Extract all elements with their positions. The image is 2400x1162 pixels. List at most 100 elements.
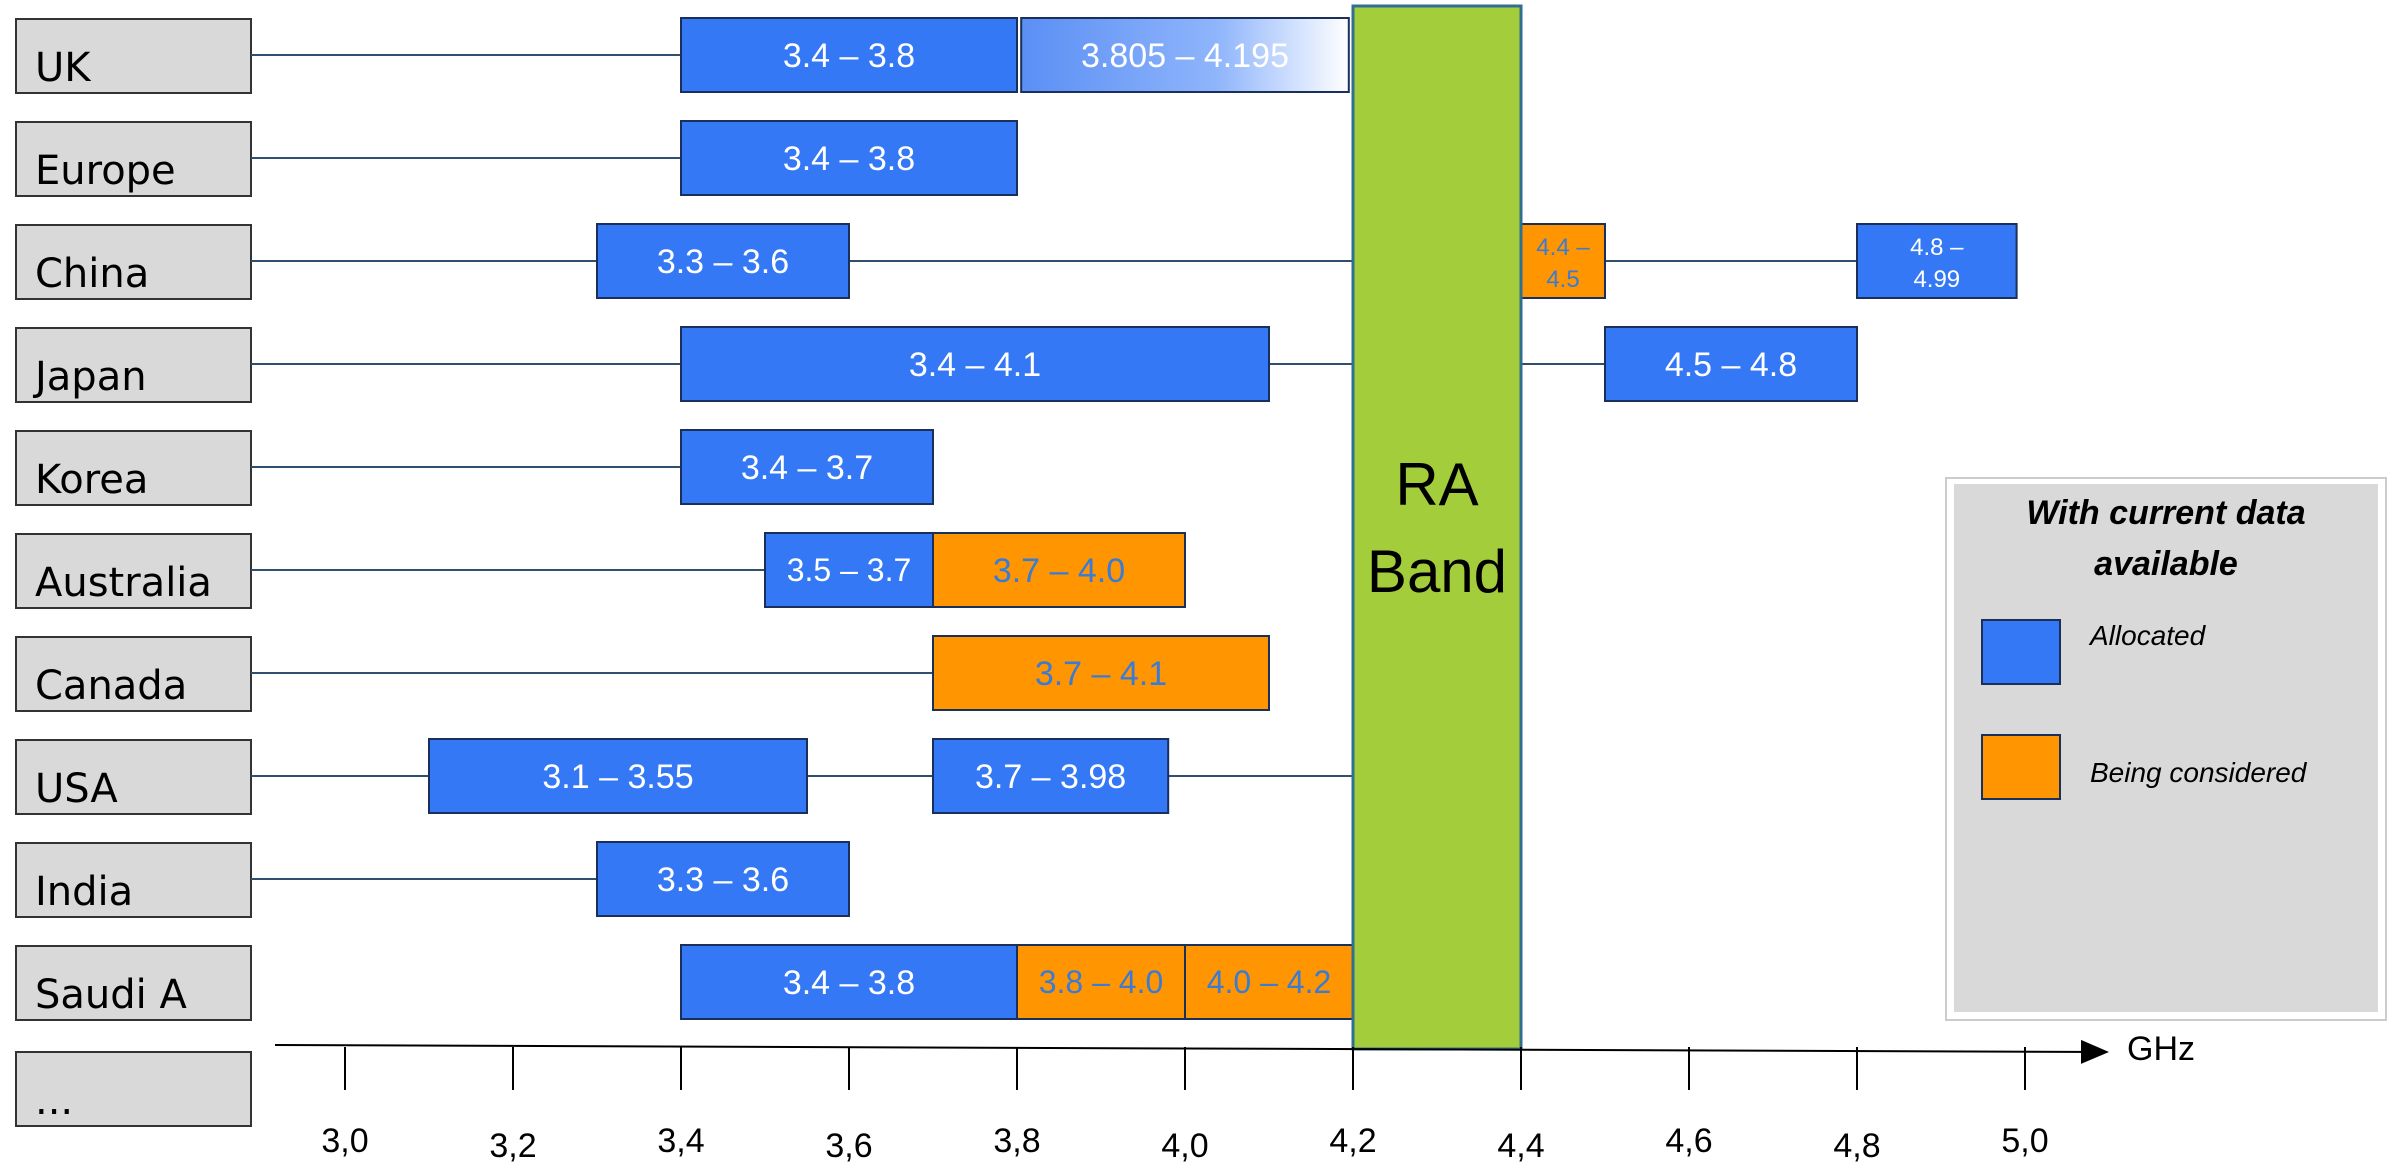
band-label: 3.4 – 4.1	[909, 346, 1041, 384]
band-label: 3.5 – 3.7	[787, 552, 912, 588]
x-tick-label: 3,4	[657, 1122, 704, 1160]
band-bar: 3.5 – 3.7	[764, 532, 934, 608]
x-tick-label: 4,2	[1329, 1122, 1376, 1160]
ra-band-group: RA Band	[1351, 4, 1523, 1051]
country-label: UK	[35, 45, 92, 91]
band-label: 3.4 – 3.8	[783, 964, 915, 1002]
band-label: 3.7 – 3.98	[975, 758, 1126, 796]
x-tick-label: 3,8	[993, 1122, 1040, 1160]
country-label: Saudi A	[35, 972, 187, 1018]
ra-band-label-line1: RA	[1395, 451, 1478, 518]
ra-band-rect	[1351, 4, 1523, 1051]
band-label-line: 4.4 –	[1536, 234, 1590, 261]
band-rect	[1520, 223, 1606, 299]
band-bar: 3.4 – 3.8	[680, 17, 1018, 93]
legend-title-line1: With current data	[2026, 494, 2305, 532]
x-tick-label: 4,0	[1161, 1127, 1208, 1162]
band-rect	[932, 738, 1170, 814]
row-more: ...	[15, 1051, 252, 1127]
country-label-box	[15, 18, 252, 94]
band-rect	[1604, 326, 1858, 402]
row-canada: Canada 3.7 – 4.1	[15, 635, 1270, 712]
country-label-box	[15, 1051, 252, 1127]
band-label-line: 4.99	[1913, 266, 1960, 293]
band-rect	[1184, 944, 1354, 1020]
band-rect	[764, 532, 934, 608]
x-axis-line	[274, 1039, 2109, 1064]
band-label: 4.0 – 4.2	[1207, 964, 1332, 1000]
legend-title-line2: available	[2094, 545, 2238, 583]
band-rect	[680, 17, 1018, 93]
country-label: Canada	[35, 663, 187, 709]
band-bar: 3.4 – 3.8	[680, 944, 1018, 1020]
band-rect	[680, 326, 1270, 402]
band-bar: 3.4 – 3.7	[680, 429, 934, 505]
x-tick-label: 4,8	[1833, 1127, 1880, 1162]
country-label: Korea	[35, 457, 148, 503]
legend-swatch-considered	[1981, 734, 2061, 800]
x-axis: 3,0 3,2 3,4 3,6 3,8 4,0 4,2 4,4 4,6 4,8 5,0 GHz	[274, 1030, 2195, 1162]
country-label: India	[35, 869, 133, 915]
row-uk: UK 3.4 – 3.8 3.805 – 4.195	[15, 17, 1350, 94]
row-europe: Europe 3.4 – 3.8	[15, 120, 1018, 197]
band-rect	[1856, 223, 2018, 299]
band-label: 3.4 – 3.7	[741, 449, 873, 487]
legend-label-considered: Being considered	[2090, 757, 2308, 788]
band-bar: 3.7 – 4.0	[932, 532, 1186, 608]
band-rect	[596, 223, 850, 299]
band-label: 3.8 – 4.0	[1039, 964, 1164, 1000]
band-rect	[1016, 944, 1186, 1020]
band-label: 4.5 – 4.8	[1665, 346, 1797, 384]
band-bar: 3.3 – 3.6	[596, 223, 850, 299]
country-label: Japan	[32, 354, 147, 400]
band-label-line: 4.5	[1546, 266, 1579, 293]
band-rect	[428, 738, 808, 814]
row-saudi-a: Saudi A 3.4 – 3.8 3.8 – 4.0 4.0 – 4.2	[15, 944, 1354, 1021]
row-japan: Japan 3.4 – 4.1 4.5 – 4.8	[15, 326, 1858, 403]
country-label-box	[15, 636, 252, 712]
band-rect	[680, 120, 1018, 196]
legend-label-allocated: Allocated	[2088, 620, 2207, 651]
band-bar: 3.805 – 4.195	[1020, 17, 1350, 93]
band-bar: 4.8 – 4.99	[1856, 223, 2018, 299]
band-rect	[932, 532, 1186, 608]
band-label: 3.7 – 4.0	[993, 552, 1125, 590]
band-bar: 3.7 – 3.98	[932, 738, 1170, 814]
band-bar: 3.1 – 3.55	[428, 738, 808, 814]
row-usa: USA 3.1 – 3.55 3.7 – 3.98	[15, 738, 1353, 815]
band-bar: 3.8 – 4.0	[1016, 944, 1186, 1020]
x-tick-label: 4,6	[1665, 1122, 1712, 1160]
band-bar: 3.7 – 4.1	[932, 635, 1270, 711]
band-bar: 4.0 – 4.2	[1184, 944, 1354, 1020]
x-axis-unit-label: GHz	[2127, 1030, 2195, 1068]
band-label: 3.1 – 3.55	[542, 758, 693, 796]
band-label-line: 4.8 –	[1910, 234, 1964, 261]
band-label: 3.4 – 3.8	[783, 37, 915, 75]
band-bar: 4.5 – 4.8	[1604, 326, 1858, 402]
band-label: 3.805 – 4.195	[1081, 37, 1289, 75]
country-label-box	[15, 739, 252, 815]
x-tick-label: 4,4	[1497, 1127, 1544, 1162]
band-bar: 4.4 – 4.5	[1520, 223, 1606, 299]
country-rows: UK 3.4 – 3.8 3.805 – 4.195 Europe 3.4 – 3.8 C…	[15, 17, 2018, 1127]
band-rect	[596, 841, 850, 917]
country-label-box	[15, 842, 252, 918]
band-bar: 3.4 – 4.1	[680, 326, 1270, 402]
country-label-box	[15, 533, 252, 609]
country-label-box	[15, 224, 252, 300]
band-label: 3.3 – 3.6	[657, 243, 789, 281]
row-australia: Australia 3.5 – 3.7 3.7 – 4.0	[15, 532, 1186, 609]
band-rect	[1020, 17, 1350, 93]
country-label: Australia	[35, 560, 212, 606]
band-label: 3.7 – 4.1	[1035, 655, 1167, 693]
band-label: 3.3 – 3.6	[657, 861, 789, 899]
x-tick-label: 3,6	[825, 1127, 872, 1162]
row-china: China 3.3 – 3.6 4.4 – 4.5 4.8 – 4.99	[15, 223, 2018, 300]
row-korea: Korea 3.4 – 3.7	[15, 429, 934, 506]
band-rect	[680, 429, 934, 505]
x-tick-label: 5,0	[2001, 1122, 2048, 1160]
country-label: Europe	[35, 148, 176, 194]
band-rect	[932, 635, 1270, 711]
band-label: 3.4 – 3.8	[783, 140, 915, 178]
